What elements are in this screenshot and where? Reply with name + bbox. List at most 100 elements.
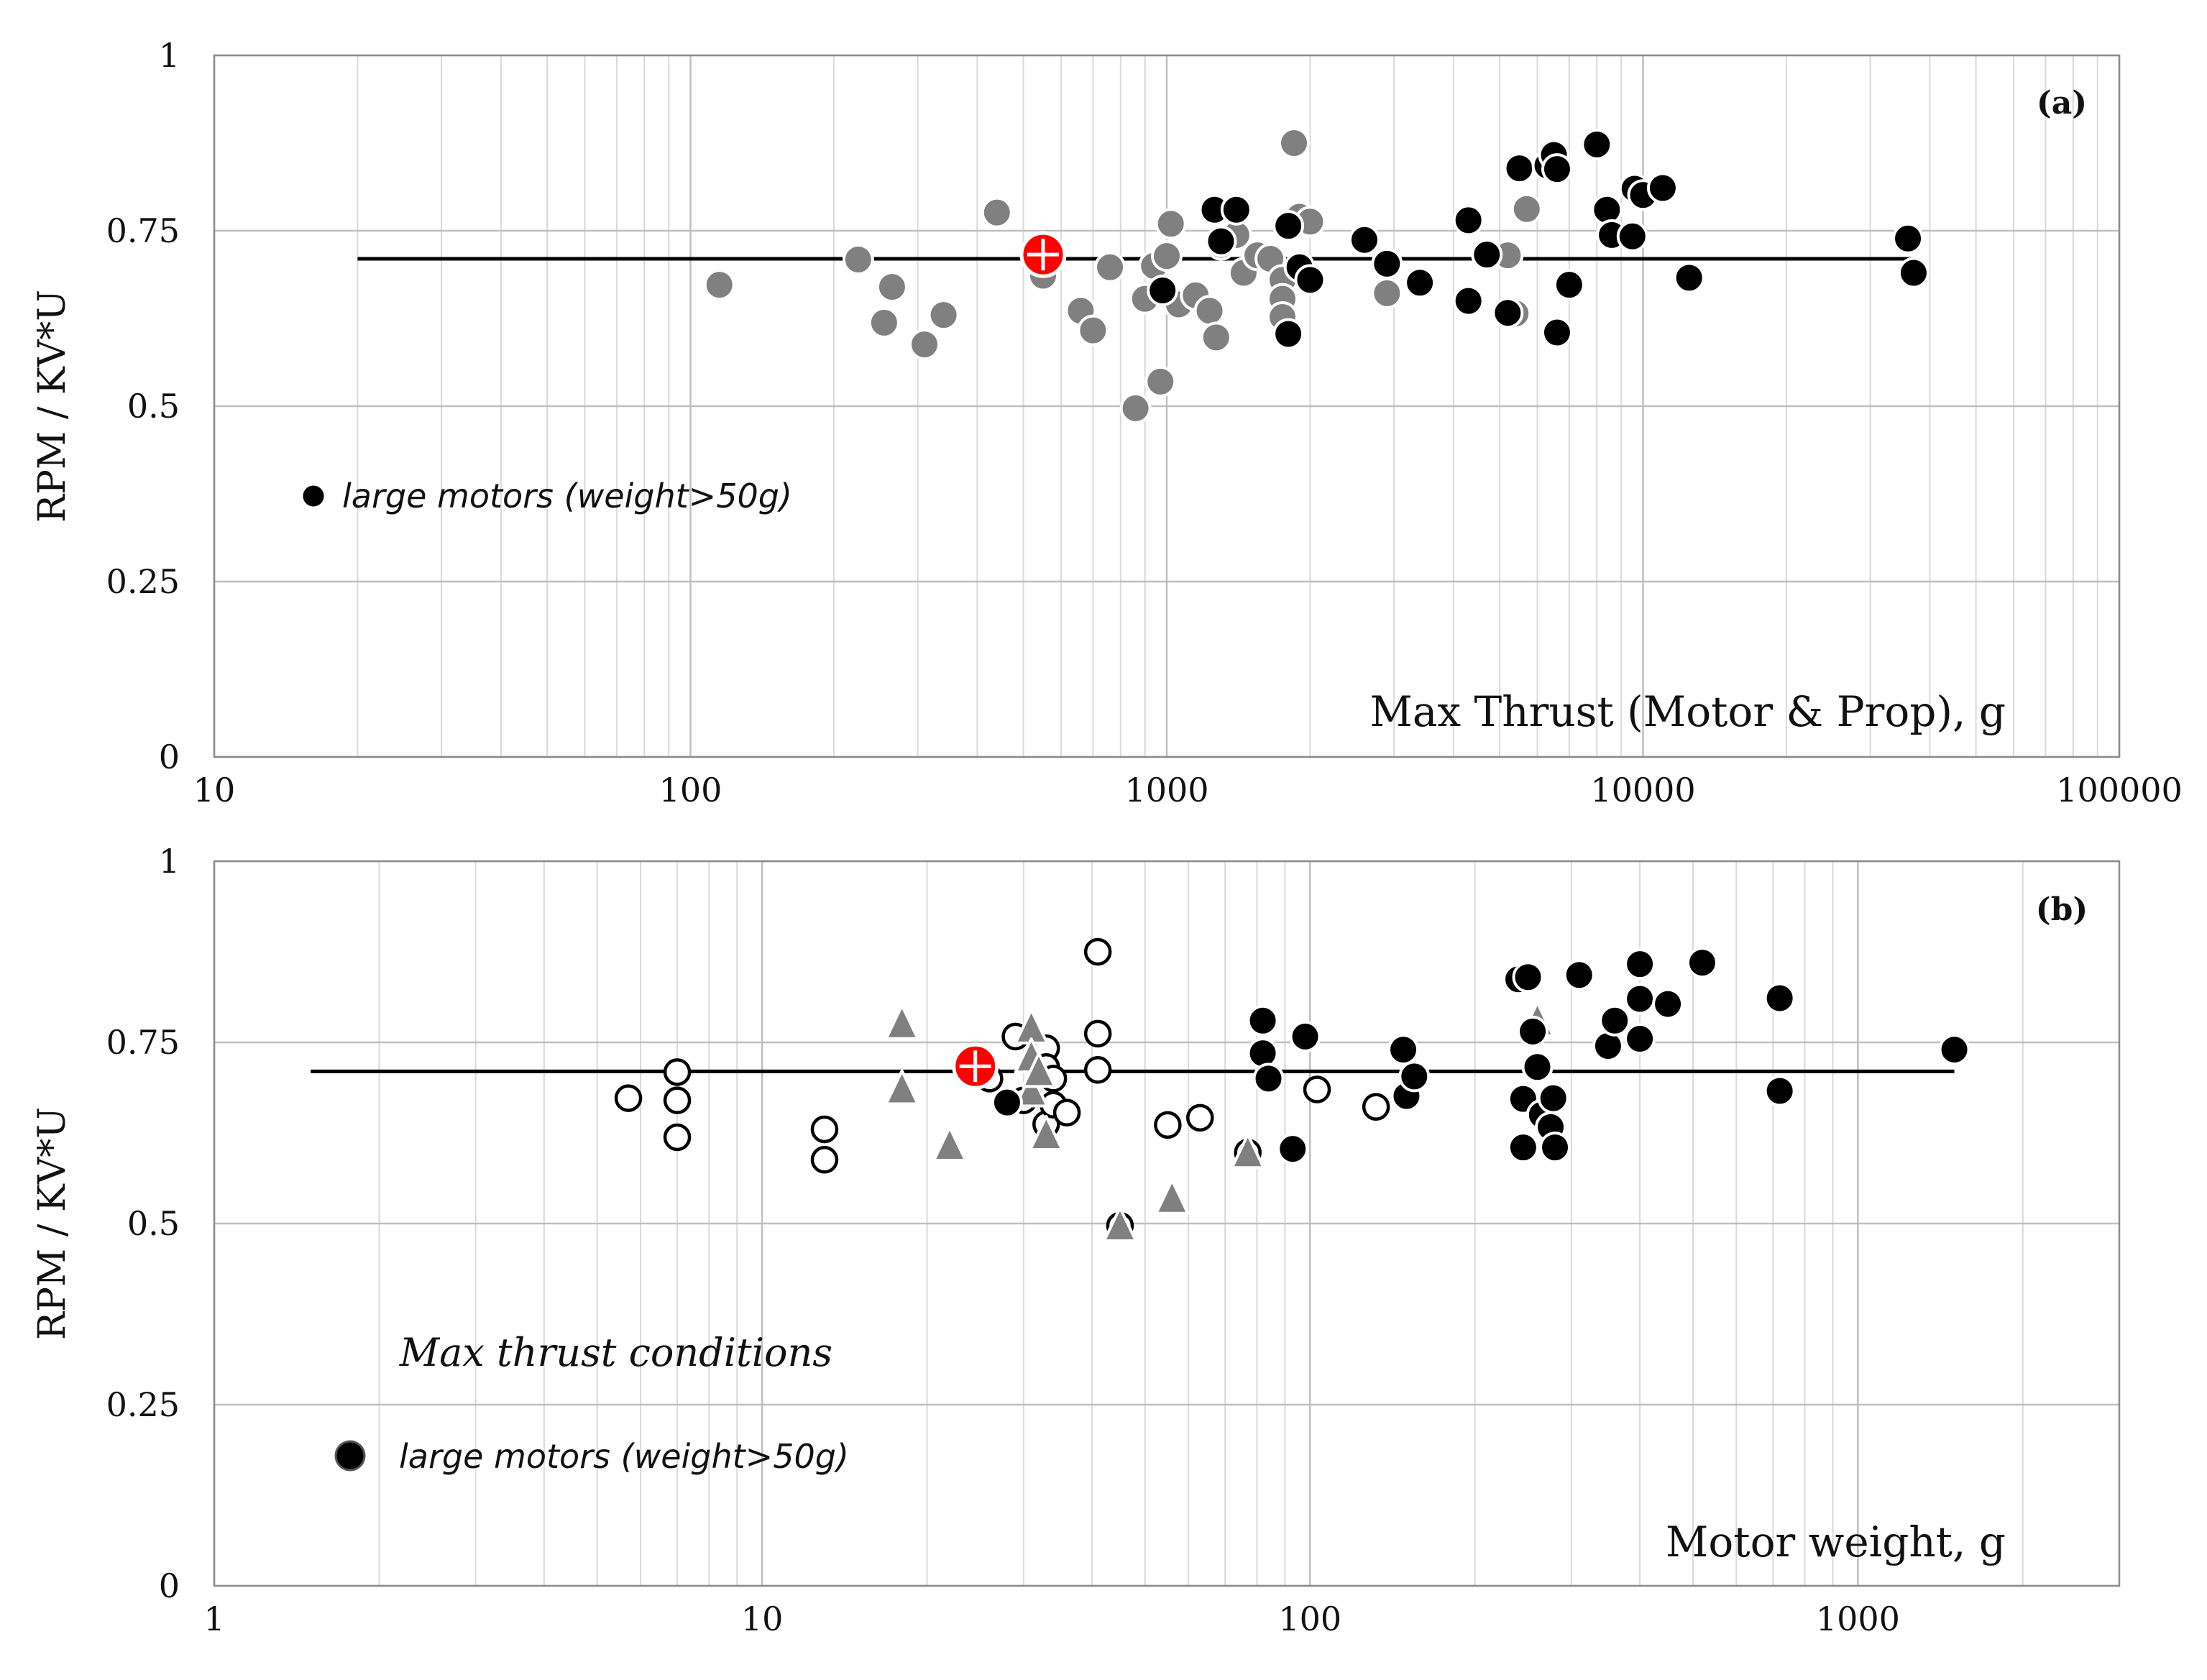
reference-point: [1019, 231, 1067, 278]
y-tick-label: 0.5: [127, 1204, 180, 1243]
panel-tag: (b): [2036, 891, 2088, 928]
data-point: [1686, 947, 1718, 979]
conditions-annotation: Max thrust conditions: [399, 1330, 832, 1375]
legend-label: large motors (weight>50g): [342, 477, 792, 515]
data-point: [1452, 285, 1485, 317]
data-point: [1599, 1004, 1631, 1037]
data-point: [1763, 982, 1796, 1014]
data-point: [842, 244, 874, 276]
data-point: [1591, 193, 1623, 226]
data-point: [1763, 1075, 1796, 1107]
data-point: [663, 1123, 692, 1152]
data-point: [1193, 295, 1226, 327]
data-point: [932, 1126, 968, 1162]
data-point: [703, 269, 735, 301]
data-point: [1517, 1015, 1549, 1047]
y-tick-label: 0.75: [106, 1023, 180, 1062]
data-point: [1541, 316, 1573, 349]
data-point: [1294, 264, 1326, 296]
reference-point: [952, 1042, 999, 1090]
x-tick-label: 10: [193, 771, 236, 809]
data-point: [1200, 321, 1232, 354]
y-tick-label: 0.25: [106, 562, 180, 601]
data-point: [1652, 988, 1684, 1020]
data-point: [1083, 937, 1112, 966]
series-circle-red-cross: [1019, 231, 1067, 278]
series-triangle-gray: [884, 1001, 1555, 1243]
plot-frame: [213, 860, 2121, 1587]
grid: [213, 54, 2121, 758]
data-point: [909, 329, 941, 361]
data-point: [884, 1069, 919, 1106]
legend-marker: [300, 483, 326, 509]
data-point: [927, 299, 960, 331]
data-point: [1247, 1037, 1279, 1070]
y-tick-label: 0: [159, 738, 180, 776]
data-point: [1119, 392, 1152, 424]
x-tick-label: 1: [203, 1599, 224, 1638]
data-point: [1022, 1052, 1057, 1088]
data-point: [1247, 1004, 1279, 1037]
data-point: [1289, 1020, 1321, 1052]
data-point: [1503, 152, 1536, 185]
data-point: [1154, 1111, 1182, 1139]
data-point: [1510, 193, 1543, 225]
x-tick-label: 10: [741, 1599, 784, 1638]
data-point: [981, 196, 1013, 229]
data-point: [1539, 1132, 1571, 1164]
data-point: [1624, 983, 1656, 1015]
data-point: [1646, 172, 1679, 204]
data-point: [884, 1004, 919, 1040]
data-point: [1186, 1103, 1214, 1132]
data-point: [868, 306, 900, 339]
x-tick-label: 100000: [2056, 771, 2183, 809]
data-point: [876, 271, 908, 303]
data-point: [1892, 222, 1924, 254]
panel-tag: (a): [2037, 85, 2087, 121]
data-point: [1581, 128, 1613, 160]
legend: large motors (weight>50g): [300, 477, 792, 515]
y-tick-label: 1: [159, 842, 180, 881]
data-point: [1102, 1206, 1137, 1243]
series-circle-black: [1147, 128, 1930, 350]
data-point: [1897, 257, 1930, 289]
data-point: [1272, 318, 1305, 350]
x-tick-label: 100: [659, 771, 722, 809]
x-axis-title: Max Thrust (Motor & Prop), g: [1369, 687, 2006, 736]
x-axis-title: Motor weight, g: [1666, 1518, 2006, 1566]
y-tick-label: 0.5: [127, 387, 180, 426]
data-point: [1277, 1133, 1309, 1165]
data-point: [1094, 251, 1127, 283]
data-point: [1938, 1034, 1970, 1066]
y-tick-label: 0.25: [106, 1385, 180, 1424]
data-point: [1348, 224, 1380, 256]
data-point: [1252, 1062, 1285, 1095]
panel-b: 1 10 100 1000 0 0.25 0.5 0.75 1 RPM / KV*U Motor w…: [31, 842, 2121, 1638]
legend-marker: [334, 1440, 366, 1472]
data-point: [1303, 1075, 1331, 1103]
data-point: [1230, 1133, 1265, 1170]
data-point: [991, 1086, 1023, 1119]
y-tick-label: 1: [159, 36, 180, 75]
data-point: [1553, 269, 1585, 301]
data-point: [663, 1058, 692, 1086]
legend: large motors (weight>50g): [334, 1437, 849, 1476]
data-point: [1077, 314, 1109, 346]
data-point: [1083, 1056, 1112, 1084]
data-point: [1147, 274, 1179, 306]
x-tick-label: 100: [1278, 1599, 1341, 1638]
data-point: [1452, 204, 1485, 237]
y-tick-label: 0.75: [106, 211, 180, 250]
data-point: [1029, 1115, 1064, 1152]
data-point: [810, 1115, 839, 1144]
data-point: [663, 1086, 692, 1114]
data-point: [1144, 365, 1177, 398]
data-point: [1220, 193, 1252, 226]
data-point: [1521, 1051, 1554, 1083]
data-point: [1537, 1082, 1569, 1114]
data-point: [1673, 262, 1705, 294]
data-point: [1151, 240, 1183, 272]
data-point: [1507, 1132, 1539, 1164]
y-axis-title: RPM / KV*U: [31, 290, 74, 523]
